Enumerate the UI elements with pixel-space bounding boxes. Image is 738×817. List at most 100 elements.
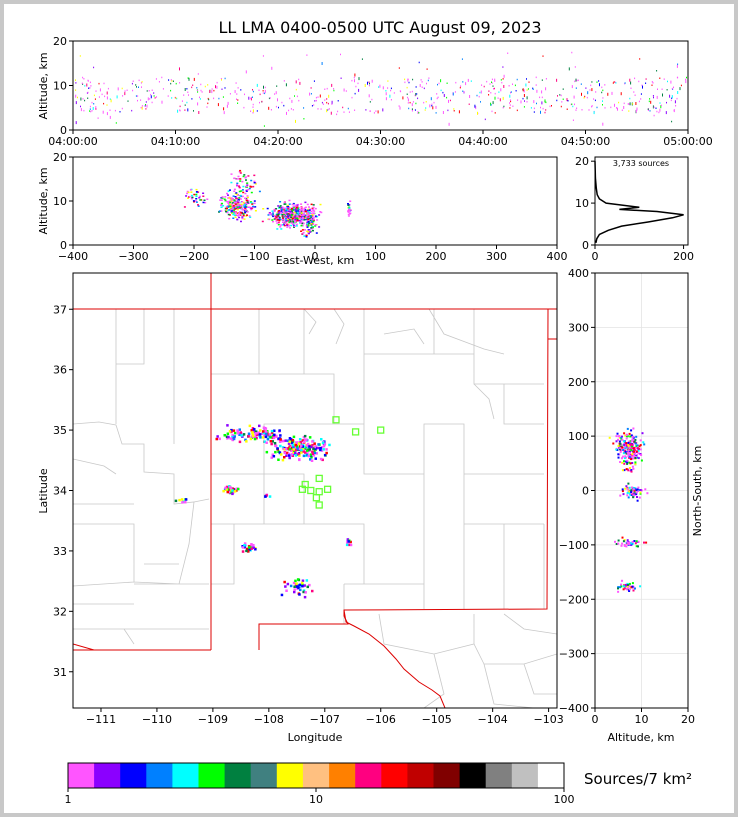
source-point bbox=[273, 210, 276, 213]
source-point bbox=[393, 92, 395, 94]
source-point bbox=[470, 80, 472, 82]
source-point bbox=[321, 441, 325, 444]
longitude-tick-label: −106 bbox=[366, 713, 396, 726]
source-point bbox=[234, 216, 237, 218]
source-point bbox=[584, 95, 586, 98]
source-point bbox=[230, 197, 233, 199]
source-point bbox=[240, 89, 242, 91]
source-point bbox=[567, 100, 569, 102]
source-point bbox=[488, 94, 490, 96]
source-point bbox=[526, 101, 528, 103]
source-point bbox=[623, 469, 626, 472]
source-point bbox=[636, 447, 639, 450]
source-point bbox=[282, 439, 285, 443]
source-point bbox=[629, 97, 631, 100]
east-west-ytick-label: 0 bbox=[60, 239, 67, 252]
source-point bbox=[225, 206, 228, 208]
source-point bbox=[399, 106, 401, 110]
source-point bbox=[240, 220, 242, 223]
source-point bbox=[200, 89, 202, 92]
source-point bbox=[306, 217, 309, 220]
source-point bbox=[184, 109, 186, 111]
source-point bbox=[509, 107, 511, 109]
source-point bbox=[232, 217, 235, 219]
source-point bbox=[671, 120, 673, 123]
source-point bbox=[627, 454, 630, 457]
source-point bbox=[354, 73, 356, 77]
source-point bbox=[174, 96, 176, 99]
source-point bbox=[289, 212, 292, 215]
source-point bbox=[322, 448, 325, 451]
source-point bbox=[92, 107, 94, 110]
source-point bbox=[187, 77, 189, 79]
source-point bbox=[245, 198, 248, 201]
colorbar-swatch bbox=[329, 763, 356, 788]
source-point bbox=[251, 96, 253, 98]
source-point bbox=[308, 449, 311, 453]
source-point bbox=[293, 588, 296, 591]
source-point bbox=[234, 208, 237, 210]
source-point bbox=[566, 98, 568, 102]
source-point bbox=[627, 444, 630, 447]
altitude-histogram-line bbox=[594, 161, 684, 244]
source-point bbox=[253, 428, 256, 431]
source-point bbox=[623, 457, 626, 460]
source-point bbox=[666, 89, 668, 91]
source-point bbox=[268, 97, 270, 100]
source-point bbox=[308, 436, 312, 439]
source-point bbox=[296, 578, 300, 581]
source-point bbox=[197, 191, 200, 193]
source-point bbox=[625, 434, 628, 437]
source-point bbox=[542, 107, 544, 110]
source-point bbox=[228, 217, 231, 220]
source-point bbox=[575, 109, 577, 111]
source-point bbox=[633, 492, 636, 495]
north-south-sources bbox=[608, 427, 649, 593]
source-point bbox=[626, 582, 629, 585]
source-point bbox=[195, 188, 198, 191]
source-point bbox=[621, 536, 624, 539]
source-point bbox=[641, 84, 643, 87]
source-point bbox=[88, 87, 90, 89]
source-point bbox=[252, 106, 254, 108]
source-point bbox=[349, 200, 352, 202]
source-point bbox=[628, 110, 630, 112]
source-point bbox=[667, 80, 668, 83]
latitude-tick-label: 34 bbox=[53, 485, 67, 498]
source-point bbox=[233, 190, 236, 192]
source-point bbox=[305, 224, 308, 227]
source-point bbox=[639, 489, 642, 491]
source-point bbox=[628, 491, 631, 494]
source-point bbox=[536, 102, 537, 105]
source-point bbox=[277, 221, 280, 224]
source-point bbox=[585, 87, 587, 89]
source-point bbox=[624, 82, 626, 84]
source-point bbox=[635, 491, 638, 494]
source-point bbox=[630, 486, 633, 489]
source-point bbox=[526, 96, 528, 100]
source-point bbox=[195, 193, 198, 196]
source-point bbox=[289, 214, 292, 217]
source-point bbox=[240, 211, 243, 214]
station-marker bbox=[377, 426, 385, 434]
source-point bbox=[631, 445, 633, 448]
source-point bbox=[365, 109, 367, 111]
source-point bbox=[669, 94, 671, 98]
source-point bbox=[479, 91, 481, 94]
source-point bbox=[491, 78, 493, 81]
source-point bbox=[353, 76, 355, 79]
source-point bbox=[97, 117, 99, 119]
source-point bbox=[455, 81, 457, 84]
source-point bbox=[342, 106, 344, 109]
source-point bbox=[625, 446, 628, 449]
source-point bbox=[289, 220, 292, 223]
source-point bbox=[236, 184, 238, 186]
source-point bbox=[283, 207, 286, 210]
source-point bbox=[311, 440, 314, 443]
source-point bbox=[520, 100, 522, 104]
source-point bbox=[357, 82, 359, 85]
source-point bbox=[249, 207, 252, 209]
source-point bbox=[188, 94, 189, 96]
source-point bbox=[308, 222, 311, 224]
source-point bbox=[273, 208, 276, 211]
